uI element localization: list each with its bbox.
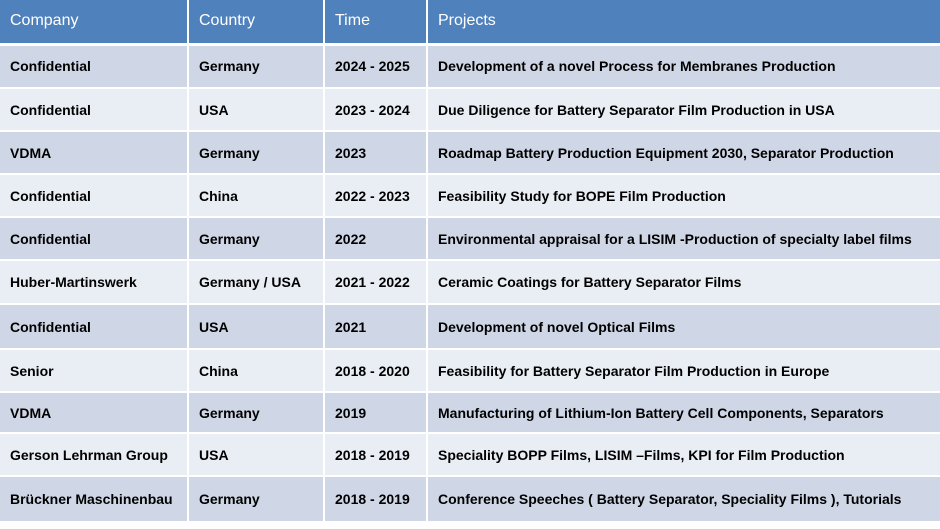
project-cell: Environmental appraisal for a LISIM -Pro… [427, 217, 940, 261]
country-cell: Germany [188, 44, 325, 89]
table-row: Senior China 2018 - 2020 Feasibility for Ba… [0, 349, 940, 393]
country-cell: USA [188, 88, 325, 132]
company-cell: Confidential [0, 217, 189, 261]
company-cell: VDMA [0, 392, 189, 434]
project-cell: Roadmap Battery Production Equipment 203… [427, 131, 940, 175]
company-cell: Gerson Lehrman Group [0, 433, 189, 477]
table-row: Confidential China 2022 - 2023 Feasibility … [0, 174, 940, 218]
time-cell: 2019 [324, 392, 428, 434]
company-cell: VDMA [0, 131, 189, 175]
company-cell: Confidential [0, 304, 189, 350]
time-cell: 2022 [324, 217, 428, 261]
company-cell: Brückner Maschinenbau [0, 476, 189, 523]
country-cell: China [188, 349, 325, 393]
project-cell: Speciality BOPP Films, LISIM –Films, KPI… [427, 433, 940, 477]
table-row: Brückner Maschinenbau Germany 2018 - 2019 C… [0, 476, 940, 523]
project-cell: Feasibility for Battery Separator Film P… [427, 349, 940, 393]
project-cell: Development of a novel Process for Membr… [427, 44, 940, 89]
project-cell: Due Diligence for Battery Separator Film… [427, 88, 940, 132]
time-cell: 2023 [324, 131, 428, 175]
country-cell: Germany [188, 476, 325, 523]
table-row: Confidential USA 2021 Development of novel … [0, 304, 940, 350]
time-cell: 2022 - 2023 [324, 174, 428, 218]
table-row: Huber-Martinswerk Germany / USA 2021 - 202… [0, 260, 940, 305]
country-cell: Germany [188, 217, 325, 261]
table-header-row: Company Country Time Projects [0, 0, 940, 46]
project-cell: Manufacturing of Lithium-Ion Battery Cel… [427, 392, 940, 434]
project-cell: Conference Speeches ( Battery Separator,… [427, 476, 940, 523]
time-cell: 2018 - 2020 [324, 349, 428, 393]
company-cell: Confidential [0, 44, 189, 89]
time-cell: 2023 - 2024 [324, 88, 428, 132]
country-cell: Germany / USA [188, 260, 325, 305]
country-cell: Germany [188, 392, 325, 434]
time-cell: 2021 - 2022 [324, 260, 428, 305]
table-row: VDMA Germany 2019 Manufacturing of Lithium-… [0, 392, 940, 434]
table-row: Confidential Germany 2022 Environmental app… [0, 217, 940, 261]
time-cell: 2021 [324, 304, 428, 350]
country-cell: USA [188, 304, 325, 350]
project-cell: Ceramic Coatings for Battery Separator F… [427, 260, 940, 305]
header-projects: Projects [427, 0, 940, 46]
company-cell: Huber-Martinswerk [0, 260, 189, 305]
company-cell: Senior [0, 349, 189, 393]
country-cell: USA [188, 433, 325, 477]
project-cell: Feasibility Study for BOPE Film Producti… [427, 174, 940, 218]
table-row: Gerson Lehrman Group USA 2018 - 2019 Specia… [0, 433, 940, 477]
table-row: VDMA Germany 2023 Roadmap Battery Productio… [0, 131, 940, 175]
country-cell: China [188, 174, 325, 218]
country-cell: Germany [188, 131, 325, 175]
time-cell: 2018 - 2019 [324, 476, 428, 523]
header-country: Country [188, 0, 325, 46]
company-cell: Confidential [0, 88, 189, 132]
table-row: Confidential USA 2023 - 2024 Due Diligence … [0, 88, 940, 132]
header-company: Company [0, 0, 189, 46]
project-cell: Development of novel Optical Films [427, 304, 940, 350]
time-cell: 2018 - 2019 [324, 433, 428, 477]
header-time: Time [324, 0, 428, 46]
table-row: Confidential Germany 2024 - 2025 Developmen… [0, 44, 940, 89]
company-cell: Confidential [0, 174, 189, 218]
time-cell: 2024 - 2025 [324, 44, 428, 89]
